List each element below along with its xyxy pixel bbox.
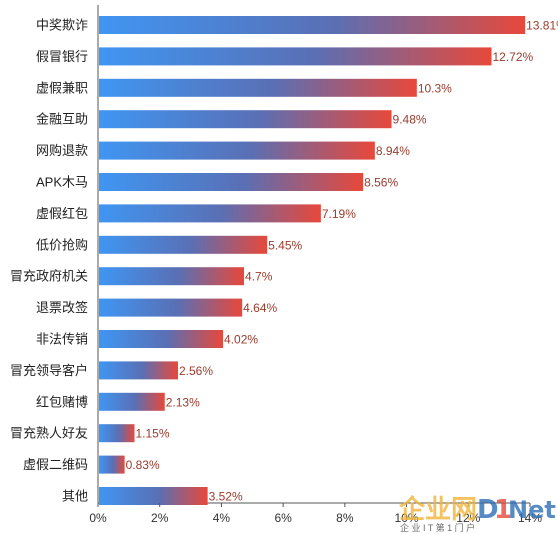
x-tick-label: 2% <box>151 511 169 525</box>
bar <box>99 16 526 34</box>
value-label: 8.56% <box>364 176 398 190</box>
watermark-sub: 企 业 I T 第 1 门 户 <box>400 522 475 533</box>
bar <box>99 267 245 286</box>
x-tick-label: 4% <box>213 511 231 525</box>
category-label: 中奖欺诈 <box>36 18 88 33</box>
category-label: 退票改签 <box>36 300 88 315</box>
value-label: 12.72% <box>493 50 534 64</box>
bar <box>99 392 165 411</box>
watermark-main-d: Net <box>508 496 556 524</box>
bar <box>99 235 268 254</box>
value-label: 13.81% <box>526 19 558 33</box>
value-label: 4.02% <box>224 333 258 347</box>
watermark-main-c: 1 <box>494 495 512 525</box>
value-label: 4.7% <box>245 270 273 284</box>
category-label: 低价抢购 <box>36 237 88 252</box>
category-label: 红包赌博 <box>36 394 88 409</box>
bar <box>99 141 375 160</box>
bar <box>99 361 178 380</box>
category-label: 虚假二维码 <box>23 457 88 472</box>
category-label: APK木马 <box>36 175 88 190</box>
value-label: 4.64% <box>243 301 277 315</box>
bar <box>99 78 417 97</box>
bar <box>99 330 224 348</box>
category-label: 金融互助 <box>36 112 88 127</box>
bar <box>99 424 135 443</box>
value-label: 5.45% <box>268 238 302 252</box>
value-label: 2.13% <box>166 395 200 409</box>
category-label: 其他 <box>62 489 88 504</box>
x-tick-label: 8% <box>336 511 354 525</box>
value-label: 10.3% <box>418 81 452 95</box>
bar <box>99 173 364 191</box>
category-label: 网购退款 <box>36 143 88 158</box>
bar <box>99 455 125 474</box>
category-label: 非法传销 <box>36 332 88 347</box>
value-label: 2.56% <box>179 364 213 378</box>
bar <box>99 47 492 66</box>
category-label: 虚假红包 <box>36 206 88 221</box>
bar <box>99 204 321 223</box>
watermark-main-a: 企业网 <box>399 494 477 525</box>
bar <box>99 298 243 317</box>
x-tick-label: 12% <box>456 511 480 525</box>
category-label: 冒充熟人好友 <box>10 426 88 441</box>
category-label: 虚假兼职 <box>36 80 88 95</box>
value-label: 8.94% <box>376 144 410 158</box>
category-label: 假冒银行 <box>36 49 88 64</box>
watermark-main-b: D <box>477 495 499 525</box>
category-label: 冒充领导客户 <box>10 363 88 378</box>
value-label: 0.83% <box>126 458 160 472</box>
bar <box>99 487 208 505</box>
value-label: 9.48% <box>393 113 427 127</box>
bar <box>99 110 392 129</box>
x-tick-label: 0% <box>89 511 107 525</box>
value-label: 7.19% <box>322 207 356 221</box>
watermark-logo: 企业网 D 1 Net 企 业 I T 第 1 门 户 <box>399 494 556 533</box>
x-tick-label: 10% <box>395 511 419 525</box>
value-label: 1.15% <box>135 427 169 441</box>
x-tick-label: 14% <box>518 511 542 525</box>
value-label: 3.52% <box>209 490 243 504</box>
category-label: 冒充政府机关 <box>10 269 88 284</box>
x-tick-label: 6% <box>274 511 292 525</box>
